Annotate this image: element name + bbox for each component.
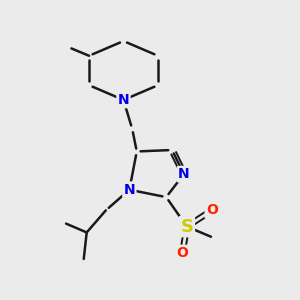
Text: N: N: [124, 183, 135, 197]
Text: S: S: [180, 218, 193, 236]
Text: O: O: [176, 246, 188, 260]
Text: O: O: [206, 203, 218, 218]
Text: N: N: [178, 167, 190, 181]
Text: N: N: [118, 93, 129, 107]
